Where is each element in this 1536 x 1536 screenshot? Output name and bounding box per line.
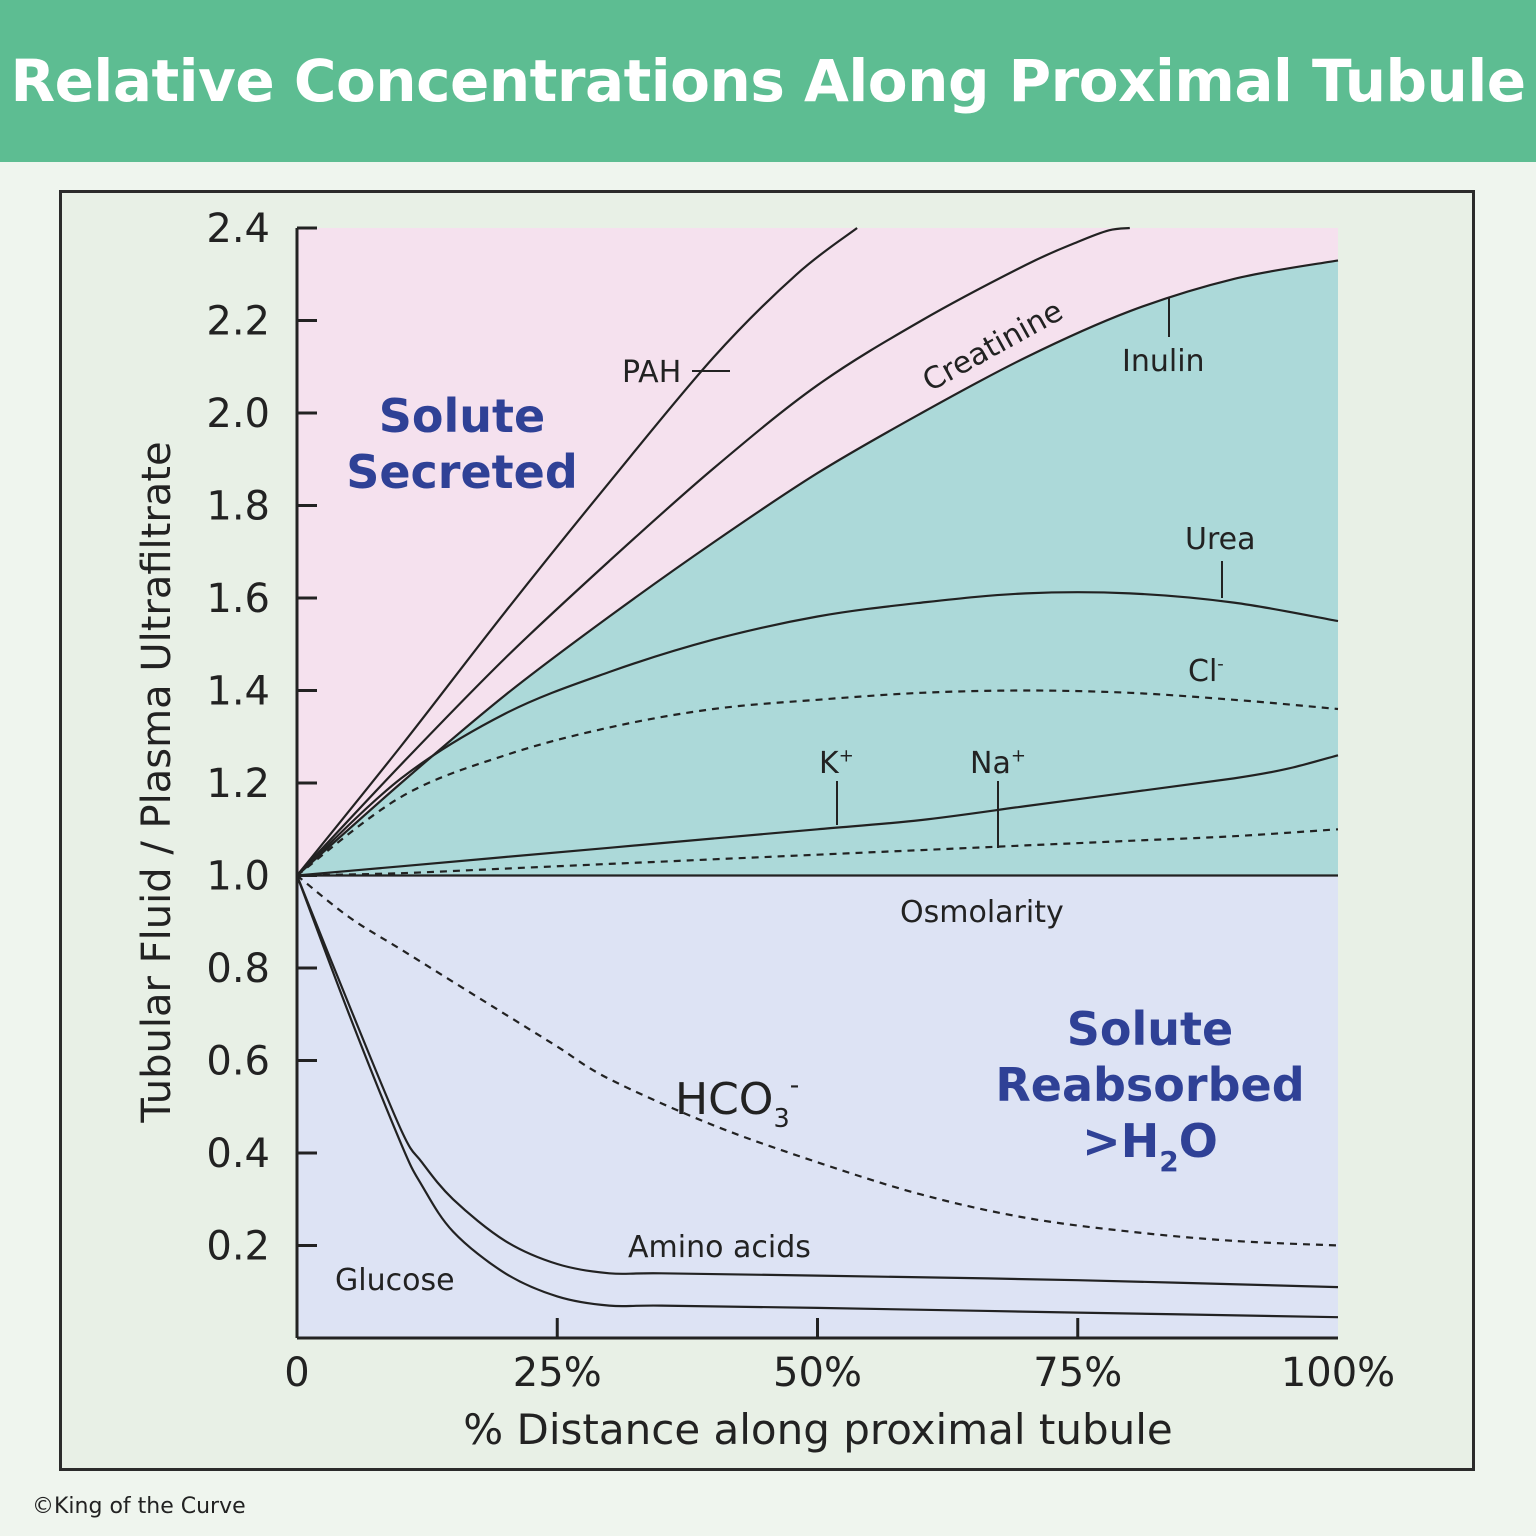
x-tick-label: 100% [1281, 1350, 1395, 1396]
y-tick-label: 2.0 [206, 391, 270, 437]
leader-lines [692, 297, 1223, 848]
series-line-creatinine [296, 226, 1130, 877]
series-label-pah: PAH [622, 355, 681, 390]
series-label-osmolarity: Osmolarity [900, 895, 1064, 930]
series-label-urea: Urea [1185, 522, 1255, 557]
reabsorbed-region [297, 875, 1338, 1338]
y-tick-label: 1.8 [206, 484, 270, 530]
x-tick-label: 0 [284, 1350, 309, 1396]
series-label-cl: Cl- [1188, 654, 1224, 689]
series-line-amino-acids [295, 875, 1339, 1289]
secreted-label-line-1: Solute [379, 389, 545, 443]
x-tick-label: 75% [1033, 1350, 1122, 1396]
y-tick-label: 1.4 [206, 669, 270, 715]
series-label-na: Na+ [970, 746, 1026, 781]
reabsorbed-label-line-1: Solute [1067, 1002, 1233, 1056]
reabsorbed-label-line-3: >H2O [1082, 1114, 1218, 1178]
series-label-inulin: Inulin [1122, 344, 1205, 379]
series-label-k: K+ [819, 746, 854, 781]
x-tick-label: 25% [513, 1350, 602, 1396]
y-tick-label: 0.6 [206, 1039, 270, 1085]
y-tick-label: 1.6 [206, 576, 270, 622]
series-label-amino-acids: Amino acids [628, 1230, 811, 1265]
series-line-pah [296, 227, 858, 877]
series-line-inulin [296, 259, 1339, 877]
y-tick-label: 1.0 [206, 854, 270, 900]
series-label-hco3: HCO3- [675, 1070, 799, 1134]
x-axis-label: % Distance along proximal tubule [463, 1405, 1172, 1454]
y-tick-label: 2.2 [206, 299, 270, 345]
series-line-urea [296, 591, 1339, 877]
series-line-na [296, 828, 1339, 877]
inulin-region [297, 260, 1338, 876]
y-tick-label: 0.2 [206, 1224, 270, 1270]
page-title: Relative Concentrations Along Proximal T… [10, 47, 1526, 115]
title-banner: Relative Concentrations Along Proximal T… [0, 0, 1536, 162]
series-line-k [296, 754, 1339, 877]
reabsorbed-label-line-2: Reabsorbed [995, 1058, 1304, 1112]
x-tick-label: 50% [773, 1350, 862, 1396]
y-tick-label: 1.2 [206, 761, 270, 807]
secreted-label-line-2: Secreted [346, 445, 578, 499]
copyright-text: ©King of the Curve [32, 1494, 246, 1519]
y-tick-label: 0.8 [206, 946, 270, 992]
y-tick-label: 0.4 [206, 1131, 270, 1177]
series-label-glucose: Glucose [335, 1263, 455, 1298]
series-line-glucose [295, 875, 1339, 1319]
y-tick-label: 2.4 [206, 206, 270, 252]
series-layer [295, 226, 1339, 1319]
y-axis-label: Tubular Fluid / Plasma Ultrafiltrate [134, 441, 180, 1123]
axes: 0.2 0.4 0.6 0.8 1.0 1.2 1.4 1.6 1.8 2.0 2.2 2.4 0 25%… [134, 206, 1395, 1454]
series-line-hco3 [296, 874, 1339, 1247]
series-line-cl [296, 689, 1339, 877]
